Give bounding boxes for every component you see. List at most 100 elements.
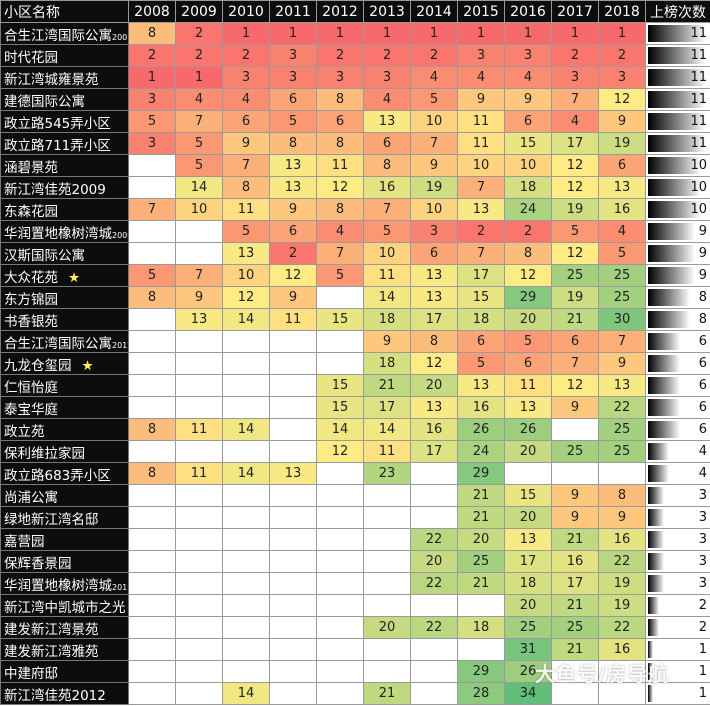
rank-cell: 25 <box>457 550 505 573</box>
count-bar <box>648 91 706 108</box>
rank-cell: 18 <box>504 572 552 595</box>
rank-cell: 8 <box>222 176 270 199</box>
count-cell: 9 <box>645 264 710 287</box>
header-row: 小区名称 2008 2009 2010 2011 2012 2013 2014 2015 201… <box>0 0 710 23</box>
rank-cell: 10 <box>222 264 270 287</box>
table-row: 建发新江湾雅苑 31 21 16 1 <box>0 638 710 661</box>
rank-cell: 4 <box>410 66 458 89</box>
rank-cell: 16 <box>551 550 599 573</box>
rank-cell <box>269 396 317 419</box>
count-bar <box>648 553 664 570</box>
count-value: 9 <box>698 224 707 239</box>
rank-cell: 14 <box>222 682 270 705</box>
rank-cell: 3 <box>316 66 364 89</box>
rank-cell: 8 <box>316 198 364 221</box>
rank-cell: 6 <box>363 132 411 155</box>
rank-cell <box>128 308 176 331</box>
rank-cell <box>316 462 364 485</box>
rank-cell: 18 <box>457 308 505 331</box>
star-icon: ★ <box>68 269 81 286</box>
rank-cell: 12 <box>504 264 552 287</box>
table-row: 书香银苑 13 14 11 15 18 17 18 20 21 30 8 <box>0 308 710 331</box>
community-name: 涵碧景苑 <box>0 154 129 177</box>
rank-cell: 5 <box>363 220 411 243</box>
count-bar <box>648 25 706 42</box>
community-name-text: 建德国际公寓 <box>4 93 85 110</box>
rank-cell: 2 <box>269 242 317 265</box>
rank-cell: 1 <box>598 22 646 45</box>
rank-cell: 1 <box>316 22 364 45</box>
rank-cell <box>222 660 270 683</box>
count-value: 1 <box>698 664 707 679</box>
rank-cell: 2 <box>222 44 270 67</box>
rank-cell <box>363 594 411 617</box>
count-cell: 1 <box>645 660 710 683</box>
table-row: 东方锦园 8 9 12 9 14 13 15 29 19 25 8 <box>0 286 710 309</box>
header-year: 2015 <box>457 0 505 23</box>
rank-cell <box>128 484 176 507</box>
count-value: 9 <box>698 246 707 261</box>
rank-cell: 6 <box>504 352 552 375</box>
rank-cell: 30 <box>598 308 646 331</box>
rank-cell: 5 <box>316 264 364 287</box>
count-value: 2 <box>698 620 707 635</box>
rank-cell <box>363 638 411 661</box>
rank-cell: 13 <box>222 242 270 265</box>
community-name: 合生江湾国际公寓2012 <box>0 330 129 353</box>
rank-cell: 1 <box>551 22 599 45</box>
count-value: 6 <box>698 356 707 371</box>
community-name-text: 政立路683弄小区 <box>4 467 111 484</box>
rank-cell: 1 <box>363 22 411 45</box>
rank-cell: 21 <box>551 308 599 331</box>
community-name: 政立苑 <box>0 418 129 441</box>
community-name: 建发新江湾雅苑 <box>0 638 129 661</box>
count-cell: 3 <box>645 484 710 507</box>
community-name: 合生江湾国际公寓2007 <box>0 22 129 45</box>
rank-cell <box>269 506 317 529</box>
header-year: 2013 <box>363 0 411 23</box>
rank-cell <box>222 572 270 595</box>
rank-cell: 19 <box>598 132 646 155</box>
header-year: 2010 <box>222 0 270 23</box>
rank-cell <box>363 484 411 507</box>
table-row: 嘉营园 22 20 13 21 16 3 <box>0 528 710 551</box>
rank-cell: 5 <box>128 264 176 287</box>
count-value: 8 <box>698 290 707 305</box>
community-name-suffix: 2012 <box>112 582 128 592</box>
rank-cell: 6 <box>504 110 552 133</box>
rank-cell: 17 <box>410 308 458 331</box>
rank-cell: 6 <box>269 88 317 111</box>
count-bar <box>648 355 680 372</box>
rank-cell: 9 <box>504 88 552 111</box>
rank-cell: 16 <box>363 176 411 199</box>
rank-cell <box>316 638 364 661</box>
rank-cell <box>128 374 176 397</box>
rank-cell: 21 <box>457 572 505 595</box>
rank-cell: 7 <box>316 242 364 265</box>
community-name: 东方锦园 <box>0 286 129 309</box>
rank-cell: 25 <box>598 440 646 463</box>
header-year: 2016 <box>504 0 552 23</box>
rank-cell: 22 <box>410 616 458 639</box>
rank-cell: 10 <box>504 154 552 177</box>
rank-cell: 25 <box>504 616 552 639</box>
rank-cell: 21 <box>363 682 411 705</box>
community-name-text: 中建府邸 <box>4 665 58 682</box>
header-year: 2018 <box>598 0 646 23</box>
rank-cell: 21 <box>457 484 505 507</box>
rank-cell: 20 <box>410 550 458 573</box>
rank-cell: 12 <box>598 88 646 111</box>
count-bar <box>648 487 664 504</box>
rank-cell: 2 <box>457 220 505 243</box>
rank-cell <box>222 594 270 617</box>
count-bar <box>648 377 680 394</box>
rank-cell: 21 <box>363 374 411 397</box>
rank-cell <box>128 638 176 661</box>
header-name: 小区名称 <box>0 0 129 23</box>
rank-cell <box>410 660 458 683</box>
rank-cell <box>269 682 317 705</box>
rank-cell <box>598 462 646 485</box>
rank-cell: 10 <box>457 154 505 177</box>
rank-cell: 20 <box>504 594 552 617</box>
